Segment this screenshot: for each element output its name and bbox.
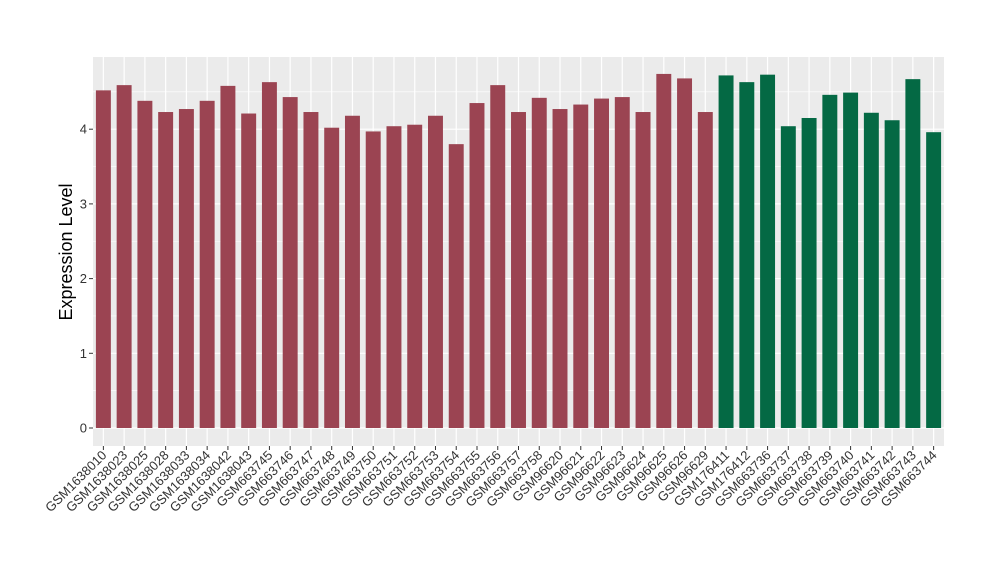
bar-gsm96624 (635, 112, 651, 429)
bar-gsm663741 (863, 112, 879, 429)
bar-gsm663756 (490, 85, 506, 428)
bar-gsm176411 (718, 75, 734, 428)
bar-gsm96620 (552, 109, 568, 428)
bar-gsm96622 (594, 98, 609, 428)
bar-gsm663744 (926, 132, 942, 429)
bar-gsm1638010 (95, 90, 111, 428)
bar-gsm663738 (801, 117, 817, 429)
y-tick-label: 2 (80, 271, 87, 286)
bar-gsm663736 (760, 74, 776, 428)
bar-gsm176412 (739, 82, 755, 428)
bar-gsm663737 (780, 126, 796, 428)
bar-gsm663751 (386, 126, 402, 428)
bar-gsm663753 (428, 115, 443, 428)
bar-gsm96626 (677, 78, 693, 429)
bar-gsm663739 (822, 94, 838, 428)
bar-gsm663748 (324, 127, 340, 429)
bar-gsm96623 (614, 97, 630, 428)
bar-gsm663743 (905, 79, 921, 428)
y-axis: 0 1 2 3 4 (80, 122, 93, 436)
bar-gsm663749 (344, 115, 360, 428)
bar-gsm663752 (407, 124, 423, 428)
y-tick-label: 3 (80, 196, 87, 211)
bar-gsm663757 (511, 112, 526, 429)
bar-gsm663750 (365, 131, 381, 429)
y-tick-label: 4 (80, 122, 87, 137)
bar-gsm663758 (531, 97, 547, 429)
bar-gsm1638042 (220, 85, 236, 429)
bar-gsm1638043 (241, 113, 257, 428)
bar-gsm663746 (282, 97, 298, 428)
bar-gsm1638034 (199, 100, 215, 429)
bar-gsm1638033 (178, 109, 194, 428)
bar-gsm96629 (697, 112, 713, 429)
bar-gsm663740 (843, 92, 859, 429)
bar-gsm96625 (656, 73, 672, 428)
y-tick-label: 1 (80, 346, 87, 361)
bar-gsm663742 (884, 120, 900, 429)
bar-gsm663754 (448, 144, 464, 428)
x-axis: GSM1638010GSM1638023GSM1638025GSM1638028… (42, 446, 940, 515)
bar-gsm663745 (261, 82, 277, 428)
bars (95, 73, 942, 429)
bar-gsm1638028 (158, 112, 174, 429)
bar-gsm663755 (469, 103, 485, 429)
y-tick-label: 0 (80, 421, 87, 436)
bar-gsm1638023 (116, 85, 132, 428)
y-axis-title: Expression Level (56, 183, 76, 320)
bar-gsm663747 (303, 112, 319, 429)
bar-gsm1638025 (137, 100, 153, 429)
bar-gsm96621 (573, 104, 589, 428)
